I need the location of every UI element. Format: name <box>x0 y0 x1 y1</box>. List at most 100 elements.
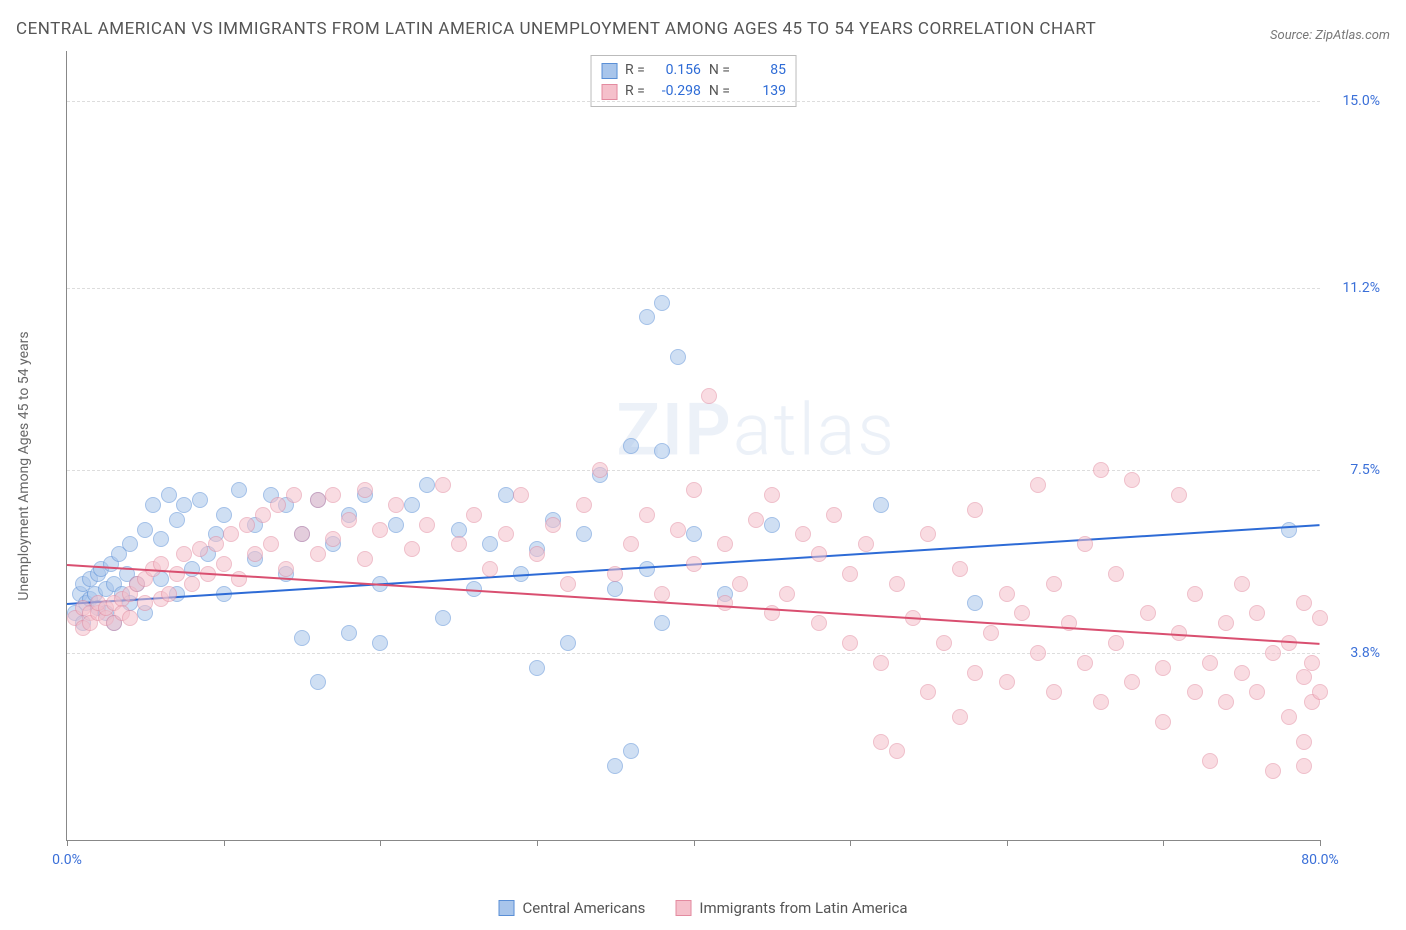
x-tick-label: 80.0% <box>1301 852 1339 868</box>
data-point <box>466 507 482 523</box>
data-point <box>137 522 153 538</box>
data-point <box>654 586 670 602</box>
data-point <box>247 546 263 562</box>
data-point <box>670 349 686 365</box>
data-point <box>1030 477 1046 493</box>
source-attribution: Source: ZipAtlas.com <box>1250 28 1390 43</box>
n-value: 85 <box>738 60 786 81</box>
data-point <box>357 482 373 498</box>
n-value: 139 <box>738 81 786 102</box>
data-point <box>223 526 239 542</box>
data-point <box>1093 694 1109 710</box>
data-point <box>592 462 608 478</box>
data-point <box>842 635 858 651</box>
r-value: 0.156 <box>653 60 701 81</box>
data-point <box>294 630 310 646</box>
series-legend: Central Americans Immigrants from Latin A… <box>499 899 908 917</box>
data-point <box>1296 734 1312 750</box>
data-point <box>560 635 576 651</box>
data-point <box>341 625 357 641</box>
data-point <box>1281 522 1297 538</box>
data-point <box>1312 684 1328 700</box>
data-point <box>482 561 498 577</box>
data-point <box>1218 615 1234 631</box>
data-point <box>1312 610 1328 626</box>
data-point <box>936 635 952 651</box>
data-point <box>529 546 545 562</box>
data-point <box>873 655 889 671</box>
data-point <box>1265 763 1281 779</box>
x-tick-label: 0.0% <box>52 852 82 868</box>
data-point <box>1187 586 1203 602</box>
watermark: ZIPatlas <box>616 387 896 472</box>
legend-item: Immigrants from Latin America <box>675 899 907 917</box>
data-point <box>545 517 561 533</box>
data-point <box>873 734 889 750</box>
data-point <box>208 536 224 552</box>
x-tick <box>1007 840 1008 846</box>
data-point <box>357 551 373 567</box>
legend-item: Central Americans <box>499 899 646 917</box>
data-point <box>1124 674 1140 690</box>
stats-row: R =0.156N =85 <box>601 60 786 81</box>
data-point <box>451 536 467 552</box>
data-point <box>388 497 404 513</box>
data-point <box>161 487 177 503</box>
data-point <box>654 615 670 631</box>
trend-line <box>67 564 1320 645</box>
data-point <box>779 586 795 602</box>
x-tick <box>224 840 225 846</box>
data-point <box>1046 576 1062 592</box>
data-point <box>137 595 153 611</box>
n-label: N = <box>709 60 730 81</box>
data-point <box>404 497 420 513</box>
data-point <box>764 487 780 503</box>
data-point <box>607 581 623 597</box>
data-point <box>732 576 748 592</box>
data-point <box>920 684 936 700</box>
data-point <box>122 536 138 552</box>
data-point <box>1108 635 1124 651</box>
plot-area: ZIPatlas R =0.156N =85R =-0.298N =139 3.… <box>66 51 1320 841</box>
data-point <box>419 477 435 493</box>
data-point <box>889 576 905 592</box>
data-point <box>1187 684 1203 700</box>
data-point <box>513 487 529 503</box>
data-point <box>1296 758 1312 774</box>
data-point <box>639 507 655 523</box>
data-point <box>1202 655 1218 671</box>
data-point <box>1093 462 1109 478</box>
data-point <box>310 546 326 562</box>
chart-header: CENTRAL AMERICAN VS IMMIGRANTS FROM LATI… <box>16 16 1390 43</box>
data-point <box>701 388 717 404</box>
data-point <box>1234 576 1250 592</box>
data-point <box>873 497 889 513</box>
data-point <box>435 610 451 626</box>
x-tick <box>694 840 695 846</box>
data-point <box>795 526 811 542</box>
data-point <box>341 512 357 528</box>
data-point <box>999 674 1015 690</box>
data-point <box>310 492 326 508</box>
data-point <box>1171 487 1187 503</box>
data-point <box>560 576 576 592</box>
y-tick-label: 11.2% <box>1325 280 1380 296</box>
data-point <box>623 438 639 454</box>
data-point <box>278 561 294 577</box>
legend-label: Central Americans <box>523 899 646 917</box>
data-point <box>623 536 639 552</box>
data-point <box>842 566 858 582</box>
data-point <box>184 576 200 592</box>
data-point <box>176 546 192 562</box>
x-tick <box>850 840 851 846</box>
gridline <box>67 470 1320 471</box>
data-point <box>811 546 827 562</box>
n-label: N = <box>709 81 730 102</box>
data-point <box>325 487 341 503</box>
legend-swatch <box>675 900 691 916</box>
data-point <box>1218 694 1234 710</box>
data-point <box>451 522 467 538</box>
x-tick <box>537 840 538 846</box>
data-point <box>999 586 1015 602</box>
data-point <box>1046 684 1062 700</box>
